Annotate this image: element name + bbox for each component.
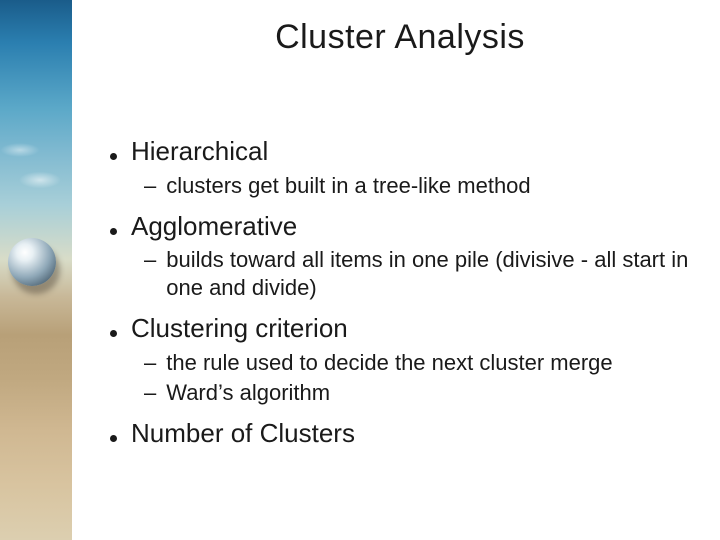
bullet-dot-icon	[110, 330, 117, 337]
dash-icon: –	[144, 349, 156, 377]
sub-text: clusters get built in a tree-like method	[166, 172, 530, 200]
bullet-list: Hierarchical – clusters get built in a t…	[110, 135, 690, 450]
slide-content: Cluster Analysis Hierarchical – clusters…	[80, 0, 720, 540]
dash-icon: –	[144, 172, 156, 200]
sub-list: – clusters get built in a tree-like meth…	[144, 172, 690, 200]
dash-icon: –	[144, 246, 156, 274]
bullet-dot-icon	[110, 228, 117, 235]
list-item: Agglomerative – builds toward all items …	[110, 210, 690, 303]
sub-list: – builds toward all items in one pile (d…	[144, 246, 690, 302]
bullet-dot-icon	[110, 153, 117, 160]
sky-clouds	[0, 0, 76, 250]
bullet-text: Hierarchical	[131, 135, 268, 168]
sub-item: – clusters get built in a tree-like meth…	[144, 172, 690, 200]
bullet-text: Clustering criterion	[131, 312, 348, 345]
dash-icon: –	[144, 379, 156, 407]
bullet-text: Agglomerative	[131, 210, 297, 243]
list-item: Hierarchical – clusters get built in a t…	[110, 135, 690, 200]
bullet-dot-icon	[110, 435, 117, 442]
bullet-text: Number of Clusters	[131, 417, 355, 450]
list-item: Clustering criterion – the rule used to …	[110, 312, 690, 407]
sub-item: – Ward’s algorithm	[144, 379, 690, 407]
list-item: Number of Clusters	[110, 417, 690, 450]
slide-title: Cluster Analysis	[80, 0, 720, 57]
sub-item: – builds toward all items in one pile (d…	[144, 246, 690, 302]
sub-text: the rule used to decide the next cluster…	[166, 349, 612, 377]
sub-text: builds toward all items in one pile (div…	[166, 246, 690, 302]
sub-text: Ward’s algorithm	[166, 379, 330, 407]
sub-list: – the rule used to decide the next clust…	[144, 349, 690, 407]
decorative-sidebar	[0, 0, 76, 540]
mirror-sphere-graphic	[8, 238, 56, 286]
sub-item: – the rule used to decide the next clust…	[144, 349, 690, 377]
